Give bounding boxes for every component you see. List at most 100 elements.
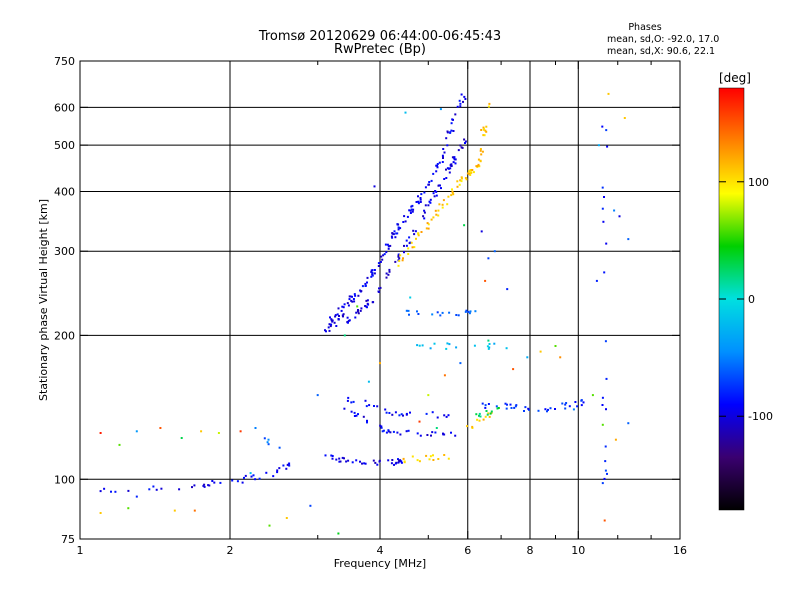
data-point <box>451 191 454 194</box>
data-point <box>438 203 441 206</box>
data-point <box>379 286 382 289</box>
data-point <box>350 401 353 404</box>
data-point <box>484 279 487 282</box>
data-point <box>463 224 466 227</box>
data-point <box>460 176 463 179</box>
data-point <box>465 309 468 312</box>
data-point <box>469 169 472 172</box>
data-point <box>207 484 210 487</box>
data-point <box>348 298 351 301</box>
data-point <box>385 276 388 279</box>
data-point <box>350 410 353 413</box>
data-point <box>484 415 487 418</box>
data-point <box>399 433 402 436</box>
data-point <box>353 415 356 417</box>
data-point <box>488 346 491 349</box>
data-point <box>371 271 374 274</box>
data-point <box>437 214 440 217</box>
data-point <box>450 163 453 166</box>
data-point <box>486 345 489 348</box>
data-point <box>397 264 400 267</box>
data-point <box>386 243 389 246</box>
data-point <box>356 310 359 313</box>
data-point <box>396 431 399 434</box>
data-point <box>477 158 480 161</box>
data-point <box>451 118 454 121</box>
data-point <box>362 415 365 418</box>
data-point <box>384 408 387 411</box>
data-point <box>408 236 411 239</box>
y-axis-label: Stationary phase Virtual Height [km] <box>37 199 50 401</box>
data-point <box>382 429 385 432</box>
data-point <box>203 483 206 486</box>
data-point <box>239 430 242 433</box>
data-point <box>526 356 529 359</box>
data-point <box>446 203 449 206</box>
phase-stats-heading: Phases <box>628 22 661 33</box>
data-point <box>387 430 390 433</box>
data-point <box>434 431 437 434</box>
data-point <box>474 310 477 313</box>
data-point <box>487 412 490 415</box>
data-point <box>341 305 344 308</box>
data-point <box>437 184 440 187</box>
data-point <box>445 137 448 140</box>
data-point <box>360 290 363 293</box>
data-point <box>449 164 452 167</box>
data-point <box>433 342 436 345</box>
data-point <box>328 323 331 326</box>
data-point <box>379 362 381 365</box>
data-point <box>288 464 291 467</box>
data-point <box>450 129 453 132</box>
data-point <box>376 405 379 408</box>
data-point <box>397 461 400 464</box>
data-point <box>366 276 369 279</box>
data-point <box>252 474 255 477</box>
data-point <box>451 156 454 159</box>
data-point <box>431 313 434 316</box>
data-point <box>378 291 381 293</box>
data-point <box>403 460 406 463</box>
data-point <box>427 223 430 226</box>
data-point <box>603 271 606 274</box>
data-point <box>407 247 410 250</box>
x-tick-label: 4 <box>377 544 384 557</box>
data-point <box>355 311 358 314</box>
data-point <box>487 105 490 108</box>
data-point <box>408 313 410 316</box>
data-point <box>425 412 428 415</box>
data-point <box>361 462 363 465</box>
data-point <box>387 245 390 248</box>
data-point <box>347 319 350 322</box>
data-point <box>343 407 346 410</box>
data-point <box>564 403 567 406</box>
data-point <box>546 410 548 413</box>
data-point <box>193 509 196 512</box>
data-point <box>454 162 457 165</box>
data-point <box>426 222 429 225</box>
data-point <box>485 130 488 133</box>
data-point <box>391 413 394 416</box>
data-point <box>460 180 463 183</box>
x-tick-label: 6 <box>464 544 471 557</box>
y-tick-label: 300 <box>54 245 75 258</box>
data-point <box>452 161 455 164</box>
data-point <box>572 408 575 411</box>
data-point <box>452 193 455 196</box>
data-point <box>468 172 471 175</box>
data-point <box>478 412 481 415</box>
data-point <box>404 111 407 114</box>
data-point <box>606 145 609 148</box>
data-point <box>342 313 345 316</box>
data-point <box>394 236 397 239</box>
data-point <box>285 467 288 470</box>
data-point <box>481 150 484 153</box>
data-point <box>397 228 400 231</box>
data-point <box>469 310 472 313</box>
data-point <box>580 399 583 402</box>
data-point <box>484 129 487 132</box>
data-point <box>364 285 367 287</box>
data-point <box>416 310 418 313</box>
data-point <box>213 481 216 484</box>
data-point <box>353 300 356 303</box>
